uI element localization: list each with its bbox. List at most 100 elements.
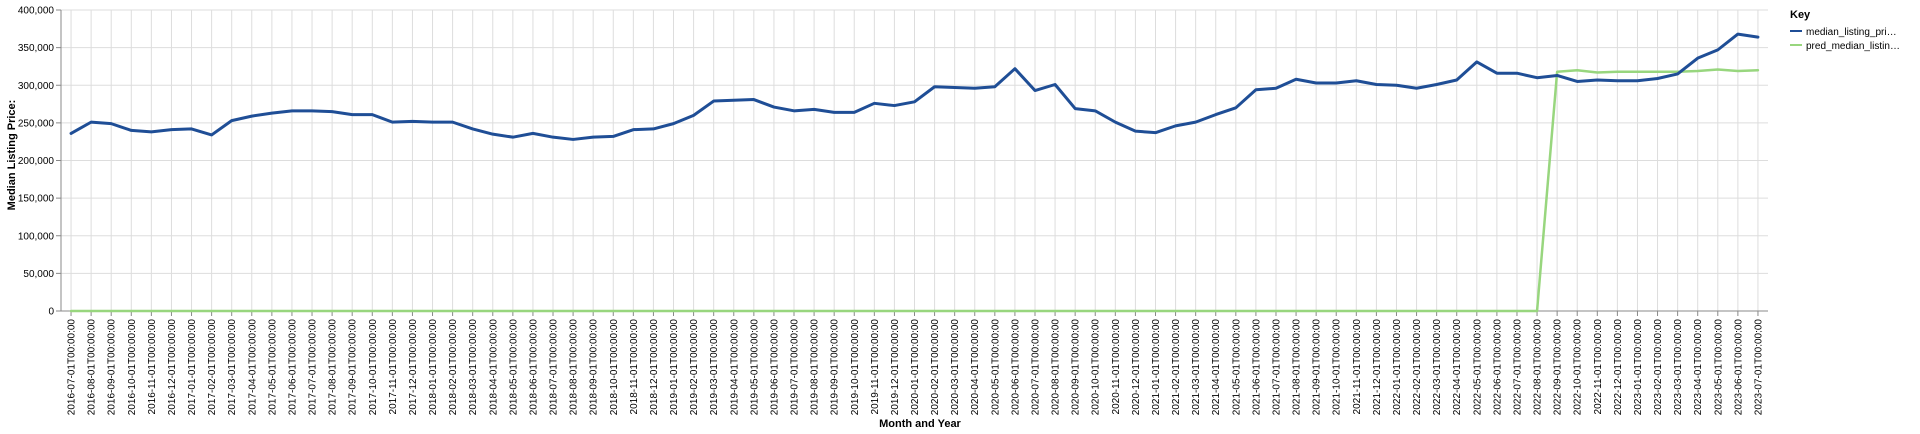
y-tick-label: 100,000: [18, 231, 55, 242]
x-tick-label: 2020-04-01T00:00:00: [970, 319, 981, 416]
x-axis-title: Month and Year: [879, 418, 961, 430]
x-tick-label: 2023-06-01T00:00:00: [1733, 319, 1744, 416]
x-axis: 2016-07-01T00:00:00 2016-08-01T00:00:00 20…: [61, 310, 1768, 416]
y-tick-label: 0: [48, 307, 54, 318]
legend-title: Key: [1790, 9, 1811, 21]
x-tick-label: 2023-04-01T00:00:00: [1693, 319, 1704, 416]
x-tick-label: 2022-07-01T00:00:00: [1512, 319, 1523, 416]
x-tick-label: 2020-12-01T00:00:00: [1131, 319, 1142, 416]
x-tick-label: 2017-04-01T00:00:00: [247, 319, 258, 416]
x-tick-label: 2020-10-01T00:00:00: [1091, 319, 1102, 416]
x-tick-label: 2017-06-01T00:00:00: [287, 319, 298, 416]
x-tick-label: 2021-01-01T00:00:00: [1151, 319, 1162, 416]
x-tick-label: 2018-09-01T00:00:00: [589, 319, 600, 416]
y-tick-label: 50,000: [23, 269, 54, 280]
gridlines: [61, 9, 1768, 312]
y-tick-label: 400,000: [18, 6, 55, 17]
x-tick-label: 2022-11-01T00:00:00: [1593, 319, 1604, 415]
y-tick-label: 300,000: [18, 81, 55, 92]
x-tick-label: 2019-06-01T00:00:00: [769, 319, 780, 416]
x-tick-label: 2022-10-01T00:00:00: [1573, 319, 1584, 416]
y-axis: 0 50,000 100,000 150,000 200,000 250,000 300,0…: [18, 6, 62, 318]
x-tick-label: 2022-12-01T00:00:00: [1613, 319, 1624, 416]
series-layer: [69, 32, 1760, 313]
x-tick-label: 2023-05-01T00:00:00: [1713, 319, 1724, 416]
x-tick-label: 2021-10-01T00:00:00: [1332, 319, 1343, 416]
x-tick-label: 2020-06-01T00:00:00: [1010, 319, 1021, 416]
x-tick-label: 2017-12-01T00:00:00: [408, 319, 419, 416]
x-tick-label: 2016-11-01T00:00:00: [147, 319, 158, 415]
x-tick-label: 2018-04-01T00:00:00: [488, 319, 499, 416]
x-tick-label: 2021-05-01T00:00:00: [1231, 319, 1242, 416]
x-tick-label: 2019-11-01T00:00:00: [870, 319, 881, 415]
x-tick-label: 2018-12-01T00:00:00: [649, 319, 660, 416]
x-tick-label: 2016-09-01T00:00:00: [107, 319, 118, 416]
x-tick-label: 2021-11-01T00:00:00: [1352, 319, 1363, 415]
x-tick-label: 2017-05-01T00:00:00: [267, 319, 278, 416]
y-tick-label: 250,000: [18, 118, 55, 129]
x-tick-label: 2019-12-01T00:00:00: [890, 319, 901, 416]
x-tick-label: 2020-07-01T00:00:00: [1030, 319, 1041, 416]
y-tick-label: 150,000: [18, 194, 55, 205]
legend-entry-median: median_listing_pri…: [1806, 27, 1897, 38]
x-tick-label: 2021-08-01T00:00:00: [1292, 319, 1303, 416]
series-line-median-listing-price: [69, 32, 1760, 141]
x-tick-label: 2021-02-01T00:00:00: [1171, 319, 1182, 416]
x-tick-label: 2019-09-01T00:00:00: [830, 319, 841, 416]
x-tick-label: 2021-03-01T00:00:00: [1191, 319, 1202, 416]
x-tick-label: 2020-01-01T00:00:00: [910, 319, 921, 416]
y-axis-title: Median Listing Price:: [6, 100, 18, 211]
x-tick-label: 2019-04-01T00:00:00: [729, 319, 740, 416]
x-tick-label: 2022-02-01T00:00:00: [1412, 319, 1423, 416]
x-tick-label: 2016-10-01T00:00:00: [127, 319, 138, 416]
x-tick-label: 2018-01-01T00:00:00: [428, 319, 439, 416]
legend: Key median_listing_pri… pred_median_list…: [1790, 9, 1900, 52]
x-tick-label: 2018-02-01T00:00:00: [448, 319, 459, 416]
x-tick-label: 2018-06-01T00:00:00: [528, 319, 539, 416]
x-tick-label: 2022-04-01T00:00:00: [1452, 319, 1463, 416]
x-tick-label: 2018-07-01T00:00:00: [549, 319, 560, 416]
x-tick-label: 2016-12-01T00:00:00: [167, 319, 178, 416]
x-tick-label: 2019-02-01T00:00:00: [689, 319, 700, 416]
x-tick-label: 2021-06-01T00:00:00: [1251, 319, 1262, 416]
x-tick-label: 2022-08-01T00:00:00: [1533, 319, 1544, 416]
x-tick-label: 2019-03-01T00:00:00: [709, 319, 720, 416]
x-tick-label: 2019-01-01T00:00:00: [669, 319, 680, 416]
x-tick-label: 2018-03-01T00:00:00: [468, 319, 479, 416]
x-tick-label: 2018-05-01T00:00:00: [508, 319, 519, 416]
x-tick-label: 2017-02-01T00:00:00: [207, 319, 218, 416]
x-tick-label: 2019-07-01T00:00:00: [790, 319, 801, 416]
x-tick-label: 2017-03-01T00:00:00: [227, 319, 238, 416]
y-tick-label: 200,000: [18, 156, 55, 167]
x-tick-label: 2021-12-01T00:00:00: [1372, 319, 1383, 416]
x-tick-label: 2019-05-01T00:00:00: [749, 319, 760, 416]
x-tick-label: 2020-05-01T00:00:00: [990, 319, 1001, 416]
x-tick-label: 2023-03-01T00:00:00: [1673, 319, 1684, 416]
x-tick-label: 2023-01-01T00:00:00: [1633, 319, 1644, 416]
x-tick-label: 2022-05-01T00:00:00: [1472, 319, 1483, 416]
x-tick-label: 2017-09-01T00:00:00: [348, 319, 359, 416]
x-tick-label: 2017-11-01T00:00:00: [388, 319, 399, 415]
legend-entry-pred: pred_median_listin…: [1806, 41, 1900, 52]
x-tick-label: 2018-11-01T00:00:00: [629, 319, 640, 415]
x-tick-label: 2021-04-01T00:00:00: [1211, 319, 1222, 416]
x-tick-label: 2022-06-01T00:00:00: [1492, 319, 1503, 416]
x-tick-label: 2018-10-01T00:00:00: [609, 319, 620, 416]
x-tick-label: 2021-07-01T00:00:00: [1271, 319, 1282, 416]
x-tick-label: 2016-08-01T00:00:00: [87, 319, 98, 416]
x-tick-label: 2017-01-01T00:00:00: [187, 319, 198, 416]
x-tick-label: 2020-11-01T00:00:00: [1111, 319, 1122, 415]
x-tick-label: 2023-07-01T00:00:00: [1753, 319, 1764, 416]
x-tick-label: 2019-10-01T00:00:00: [850, 319, 861, 416]
y-tick-label: 350,000: [18, 43, 55, 54]
x-tick-label: 2023-02-01T00:00:00: [1653, 319, 1664, 416]
x-tick-label: 2020-03-01T00:00:00: [950, 319, 961, 416]
x-tick-label: 2017-08-01T00:00:00: [328, 319, 339, 416]
x-tick-label: 2020-09-01T00:00:00: [1071, 319, 1082, 416]
x-tick-label: 2021-09-01T00:00:00: [1312, 319, 1323, 416]
series-line-pred-median-listing-price: [69, 68, 1760, 313]
x-tick-label: 2019-08-01T00:00:00: [810, 319, 821, 416]
x-tick-label: 2022-01-01T00:00:00: [1392, 319, 1403, 416]
x-tick-label: 2018-08-01T00:00:00: [569, 319, 580, 416]
